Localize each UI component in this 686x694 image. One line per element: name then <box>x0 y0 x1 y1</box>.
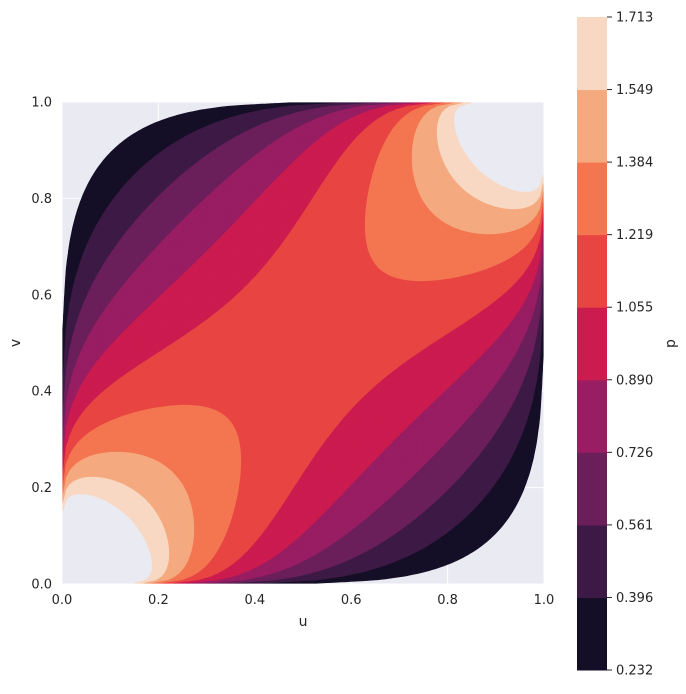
contour-band-6 <box>62 102 544 584</box>
colorbar-tick-label: 1.384 <box>616 156 653 171</box>
colorbar-segment <box>577 524 607 598</box>
y-tick-label: 0.6 <box>31 288 52 303</box>
colorbar-tick-label: 1.219 <box>616 228 653 243</box>
colorbar-tick-label: 0.726 <box>616 446 653 461</box>
colorbar-segment <box>577 379 607 453</box>
x-axis-label: u <box>299 614 308 630</box>
colorbar-segment <box>577 597 607 671</box>
colorbar-segment <box>577 17 607 91</box>
colorbar-segment <box>577 307 607 381</box>
colorbar-tick-label: 0.561 <box>616 518 653 533</box>
y-tick-label: 0.4 <box>31 385 52 400</box>
x-tick-label: 0.4 <box>244 593 265 608</box>
colorbar-segment <box>577 452 607 526</box>
y-axis-label: v <box>8 339 24 347</box>
y-tick-label: 0.8 <box>31 192 52 207</box>
colorbar-segment <box>577 234 607 308</box>
x-tick-label: 0.0 <box>52 593 73 608</box>
x-tick-label: 0.6 <box>341 593 362 608</box>
colorbar-tick-label: 0.232 <box>616 664 653 679</box>
contour-band-4 <box>62 102 544 584</box>
colorbar-label: p <box>663 339 679 348</box>
x-tick-label: 1.0 <box>534 593 555 608</box>
y-tick-label: 0.0 <box>31 578 52 593</box>
colorbar-tick-label: 0.396 <box>616 591 653 606</box>
colorbar-tick-label: 1.055 <box>616 301 653 316</box>
y-tick-label: 1.0 <box>31 96 52 111</box>
colorbar-tick-label: 0.890 <box>616 373 653 388</box>
y-tick-label: 0.2 <box>31 481 52 496</box>
colorbar-segment <box>577 162 607 236</box>
x-tick-label: 0.8 <box>437 593 458 608</box>
colorbar-tick-label: 1.713 <box>616 11 653 26</box>
colorbar-tick-label: 1.549 <box>616 83 653 98</box>
contour-band-8 <box>62 102 544 584</box>
x-tick-label: 0.2 <box>148 593 169 608</box>
colorbar-segment <box>577 89 607 163</box>
